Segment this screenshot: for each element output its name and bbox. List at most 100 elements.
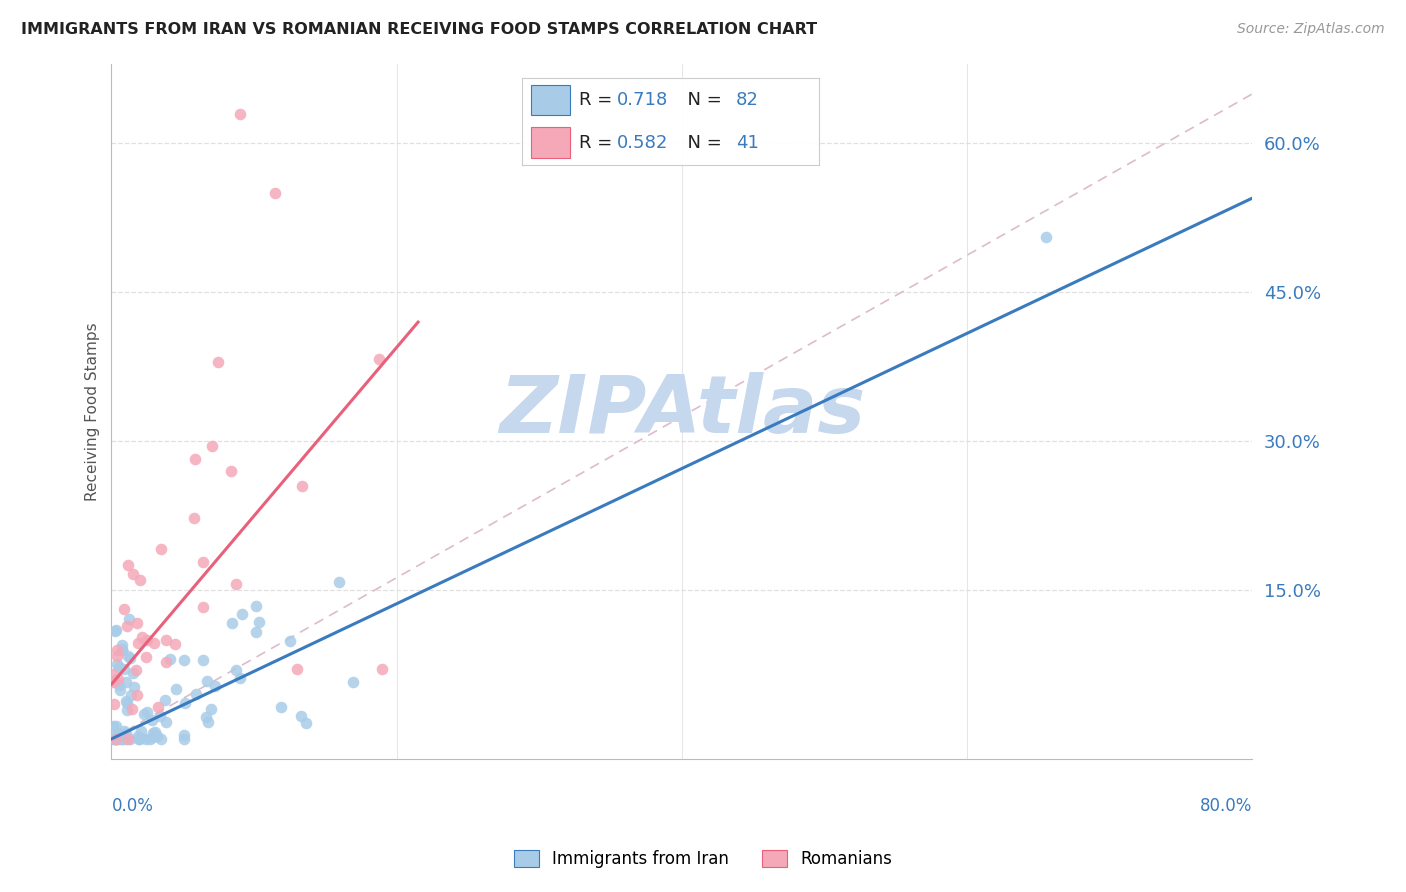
Point [101, 731, 124, 746]
Point [129, 731, 152, 746]
Point [195, 674, 218, 689]
Point [134, 707, 156, 722]
Point [142, 725, 165, 739]
Point [221, 615, 243, 630]
Point [115, 675, 138, 690]
Point [107, 726, 129, 740]
Point [105, 657, 128, 671]
Point [125, 663, 148, 677]
Point [173, 731, 195, 746]
Point [155, 632, 177, 647]
Point [107, 731, 129, 746]
Point [173, 728, 195, 742]
Point [328, 574, 350, 589]
Point [159, 652, 181, 666]
Point [111, 731, 134, 746]
Point [149, 709, 172, 723]
Point [107, 673, 129, 687]
Point [194, 710, 217, 724]
Point [117, 703, 139, 717]
Point [135, 731, 157, 746]
Point [245, 599, 267, 613]
Point [186, 687, 208, 701]
Text: IMMIGRANTS FROM IRAN VS ROMANIAN RECEIVING FOOD STAMPS CORRELATION CHART: IMMIGRANTS FROM IRAN VS ROMANIAN RECEIVI… [21, 22, 817, 37]
Point [120, 688, 142, 702]
Point [131, 630, 153, 644]
Point [128, 731, 150, 746]
Point [146, 699, 169, 714]
Point [342, 674, 364, 689]
Point [295, 715, 318, 730]
Point [270, 700, 292, 714]
Point [115, 731, 138, 746]
Point [112, 662, 135, 676]
Point [204, 679, 226, 693]
Point [219, 464, 242, 478]
Point [150, 541, 173, 556]
Point [193, 600, 215, 615]
Point [121, 702, 143, 716]
Point [101, 719, 124, 733]
Point [183, 511, 205, 525]
Point [107, 643, 129, 657]
Point [110, 683, 132, 698]
Point [225, 663, 247, 677]
Point [200, 440, 222, 454]
Point [120, 731, 142, 746]
Point [173, 653, 195, 667]
Point [143, 725, 166, 739]
Point [103, 698, 125, 712]
Point [141, 713, 163, 727]
Point [115, 619, 138, 633]
Point [104, 731, 127, 746]
Point [101, 675, 124, 690]
Point [229, 106, 252, 120]
Point [249, 615, 271, 630]
Point [103, 666, 125, 681]
Point [112, 724, 135, 739]
Point [108, 678, 131, 692]
Point [200, 702, 222, 716]
Point [150, 731, 173, 746]
Point [146, 729, 169, 743]
Point [166, 681, 188, 696]
Point [291, 479, 314, 493]
Point [122, 666, 145, 681]
Point [153, 693, 176, 707]
Point [117, 558, 139, 573]
Point [104, 731, 127, 746]
Point [155, 655, 177, 669]
Point [104, 719, 127, 733]
Point [1035, 230, 1057, 244]
Point [104, 624, 127, 638]
Text: ZIPAtlas: ZIPAtlas [499, 373, 865, 450]
Legend: Immigrants from Iran, Romanians: Immigrants from Iran, Romanians [508, 843, 898, 875]
Text: 0.0%: 0.0% [111, 797, 153, 815]
Point [183, 451, 205, 466]
Text: Source: ZipAtlas.com: Source: ZipAtlas.com [1237, 22, 1385, 37]
Point [245, 624, 267, 639]
Point [129, 573, 152, 587]
Point [115, 696, 138, 710]
Point [142, 636, 165, 650]
Point [231, 607, 253, 622]
Point [278, 633, 301, 648]
Point [285, 663, 308, 677]
Point [139, 731, 162, 746]
Point [125, 688, 148, 702]
Point [290, 709, 312, 723]
Point [117, 649, 139, 664]
Point [115, 694, 138, 708]
Point [229, 671, 252, 685]
Point [127, 636, 149, 650]
Point [105, 648, 128, 663]
Point [155, 715, 177, 730]
Point [122, 680, 145, 694]
Point [111, 641, 134, 656]
Point [111, 638, 134, 652]
Point [110, 731, 132, 746]
Point [117, 612, 139, 626]
Point [264, 186, 287, 200]
Point [115, 726, 138, 740]
Point [110, 642, 132, 657]
